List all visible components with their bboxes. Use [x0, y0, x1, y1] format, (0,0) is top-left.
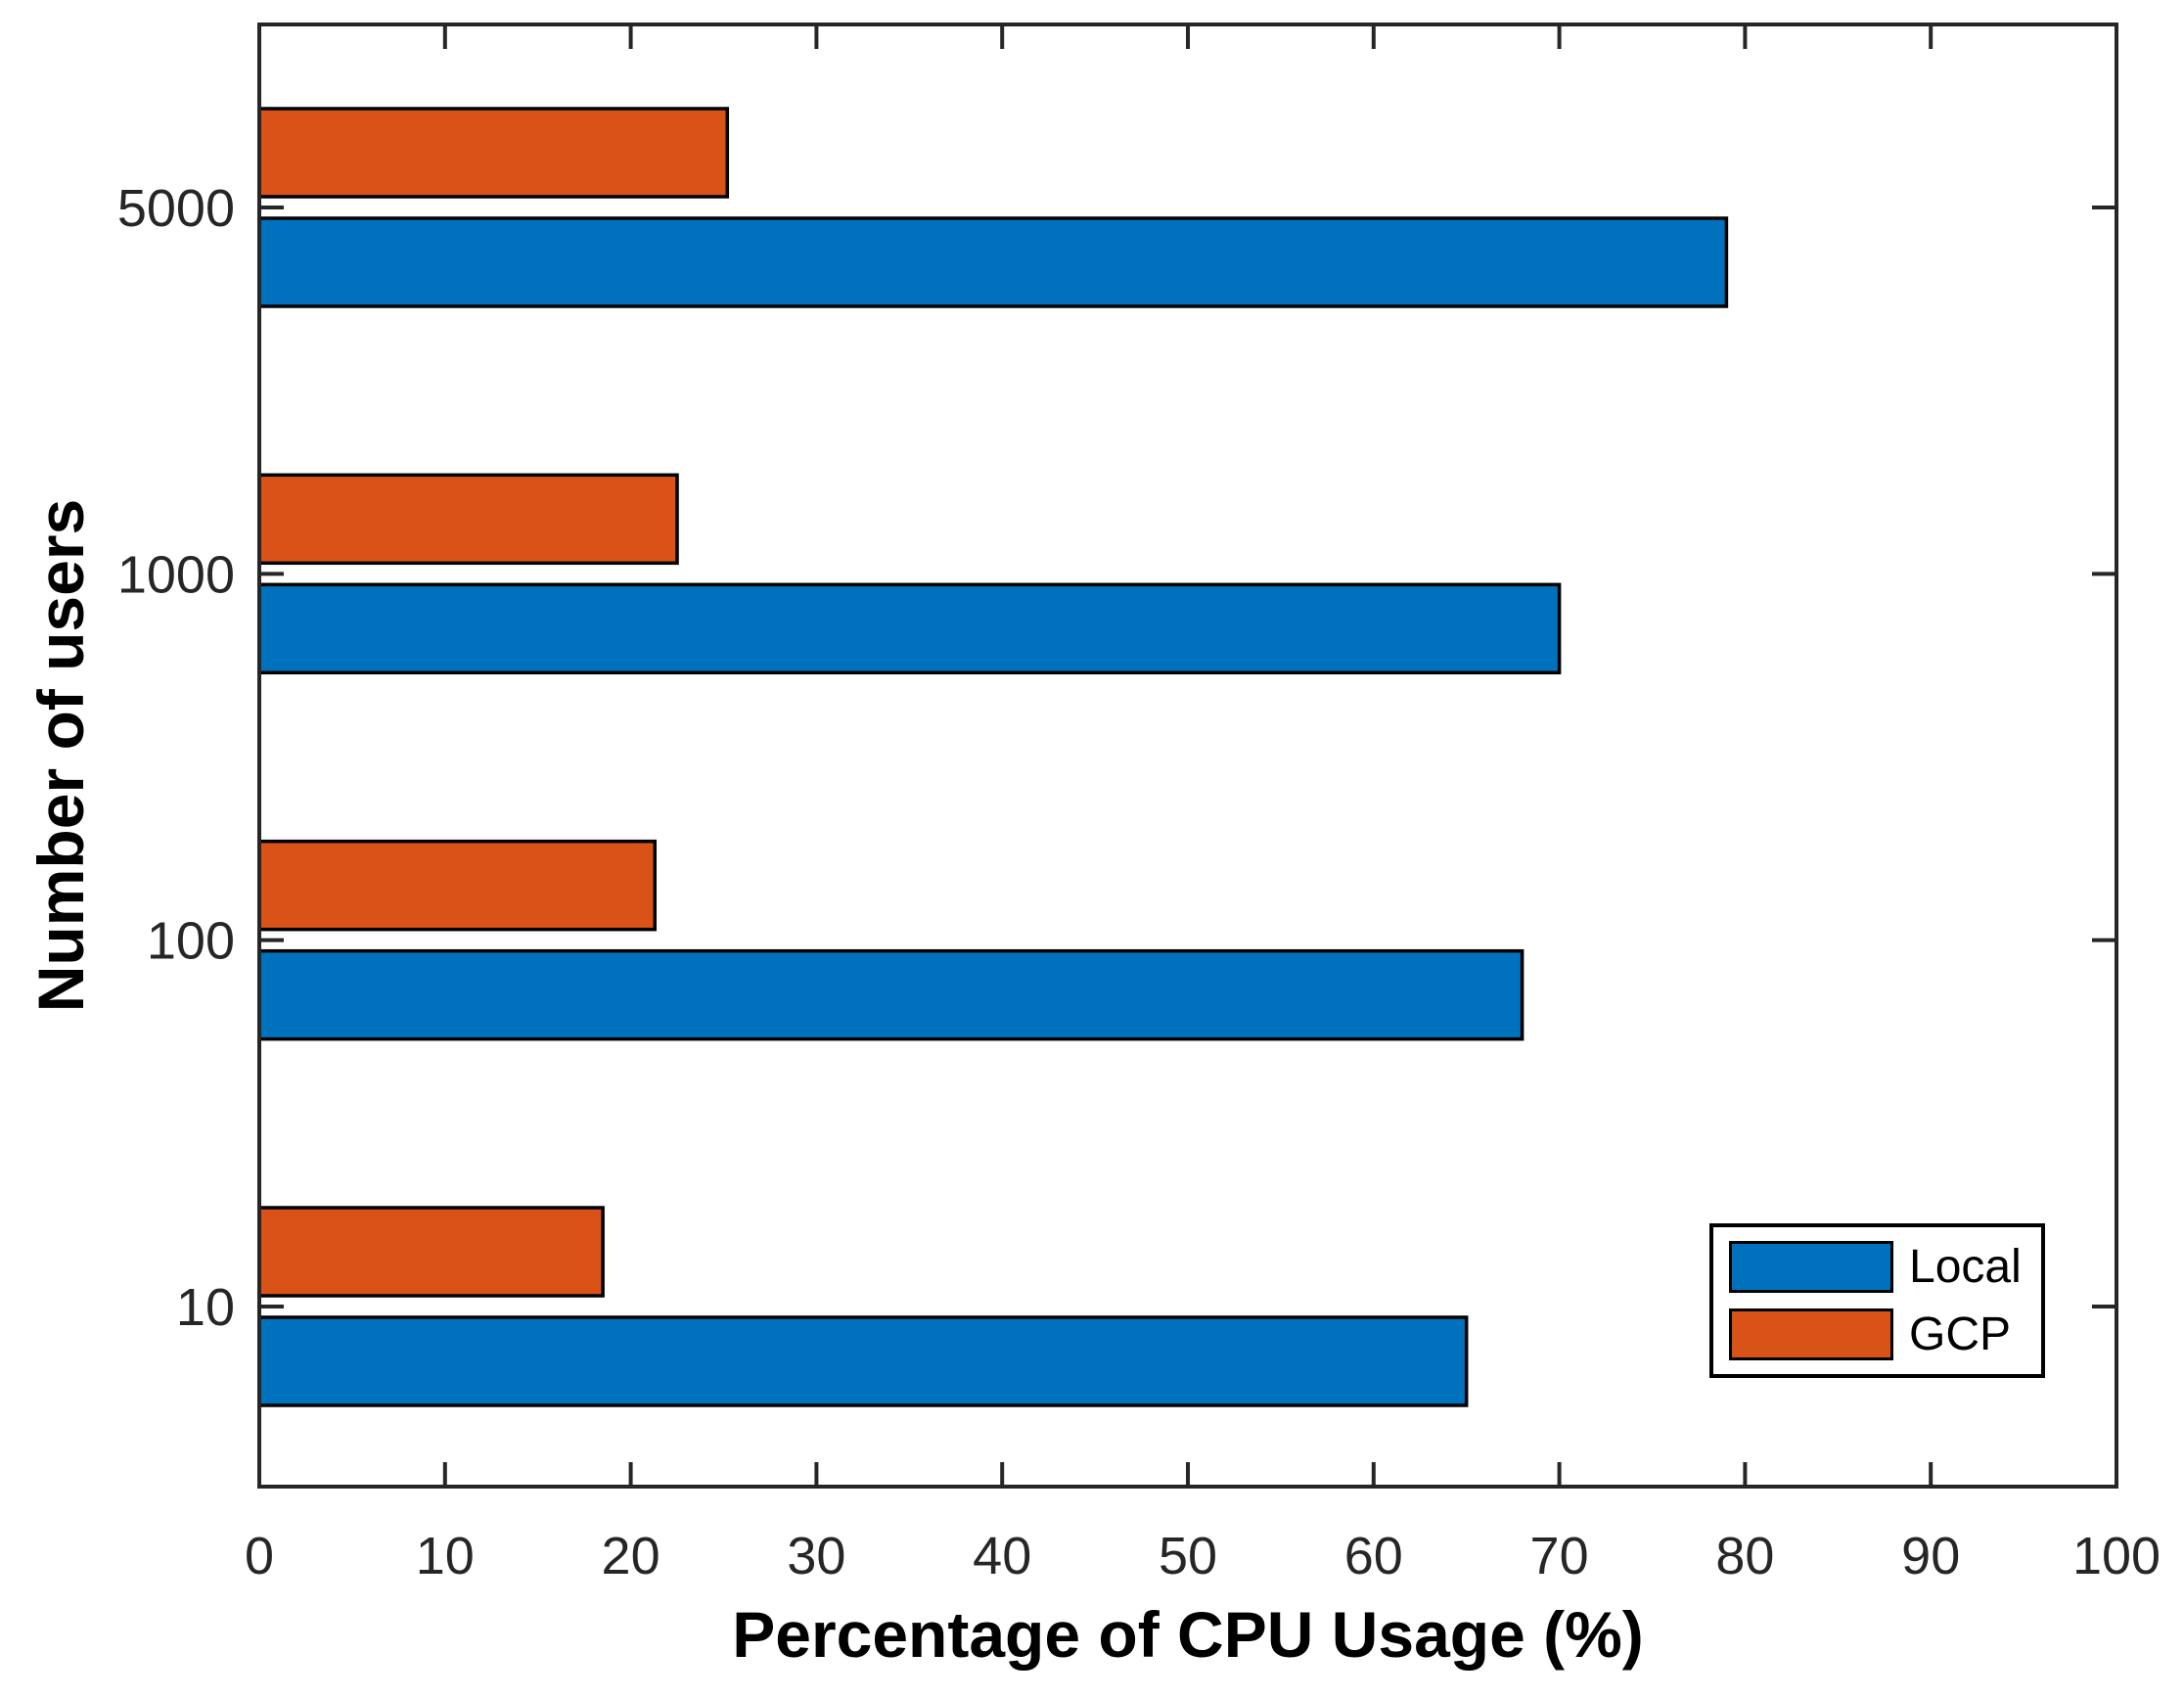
y-tick-label-5000: 5000	[117, 179, 235, 238]
y-axis-label: Number of users	[24, 498, 97, 1013]
bar-local-10	[257, 1315, 1469, 1407]
legend-swatch-local	[1729, 1241, 1893, 1293]
x-tick-label-20: 20	[602, 1527, 660, 1585]
x-tick-label-100: 100	[2072, 1527, 2161, 1585]
legend-label-local: Local	[1909, 1240, 2022, 1293]
bar-local-5000	[257, 216, 1729, 308]
bar-gcp-10	[257, 1206, 605, 1298]
x-tick-label-50: 50	[1159, 1527, 1217, 1585]
bar-gcp-5000	[257, 107, 730, 199]
x-tick-label-60: 60	[1344, 1527, 1403, 1585]
legend-item-gcp: GCP	[1729, 1308, 2041, 1361]
x-tick-label-70: 70	[1530, 1527, 1589, 1585]
y-tick-label-1000: 1000	[117, 545, 235, 604]
x-tick-label-80: 80	[1715, 1527, 1774, 1585]
bar-gcp-100	[257, 839, 658, 932]
x-tick-label-40: 40	[973, 1527, 1031, 1585]
legend-swatch-gcp	[1729, 1308, 1893, 1360]
x-axis-label: Percentage of CPU Usage (%)	[732, 1598, 1644, 1671]
x-tick-label-10: 10	[416, 1527, 475, 1585]
bar-gcp-1000	[257, 473, 679, 566]
x-tick-label-90: 90	[1901, 1527, 1960, 1585]
legend: Local GCP	[1709, 1223, 2045, 1378]
legend-item-local: Local	[1729, 1240, 2041, 1294]
y-tick-label-10: 10	[176, 1278, 235, 1337]
x-tick-label-30: 30	[787, 1527, 845, 1585]
bar-local-1000	[257, 582, 1562, 675]
x-tick-label-0: 0	[245, 1527, 274, 1585]
y-tick-label-100: 100	[147, 912, 235, 971]
legend-label-gcp: GCP	[1909, 1308, 2012, 1360]
bar-local-100	[257, 948, 1524, 1041]
